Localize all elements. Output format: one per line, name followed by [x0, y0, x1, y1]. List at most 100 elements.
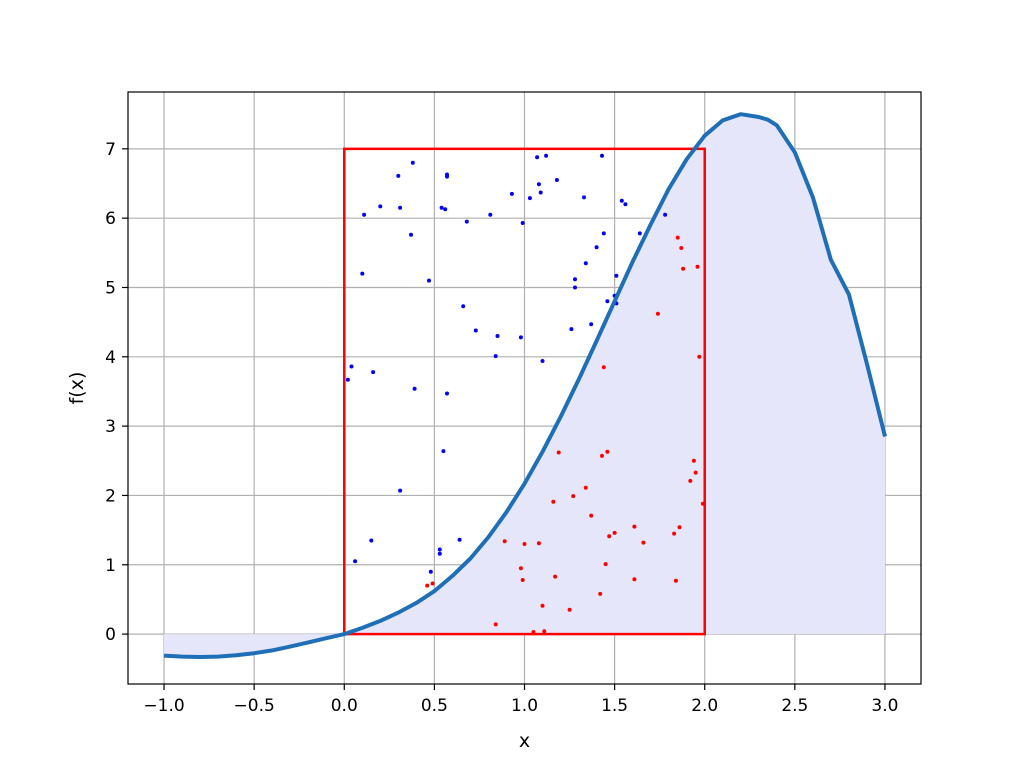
point-below: [632, 524, 637, 529]
point-above: [535, 155, 540, 160]
point-below: [520, 578, 525, 582]
x-axis-ticks: −1.0 −0.5 0.0 0.5 1.0 1.5 2.0 2.5 3.0: [143, 684, 898, 716]
point-below: [567, 607, 572, 612]
point-below: [673, 578, 678, 583]
point-above: [437, 551, 442, 556]
point-above: [428, 569, 433, 574]
point-above: [495, 334, 500, 338]
x-tick-label: 1.5: [601, 696, 628, 716]
x-tick-label: 2.0: [691, 696, 718, 716]
point-above: [369, 538, 374, 543]
x-tick-label: 0.5: [421, 696, 448, 716]
x-tick-label: −1.0: [143, 696, 184, 716]
point-below: [697, 354, 702, 359]
point-below: [605, 449, 610, 454]
point-below: [536, 541, 541, 546]
point-below: [632, 577, 637, 582]
point-above: [540, 359, 545, 363]
point-below: [551, 499, 556, 504]
point-above: [569, 327, 574, 332]
point-above: [619, 198, 624, 203]
point-below: [531, 630, 536, 634]
point-below: [522, 542, 527, 546]
points-above-curve: [345, 153, 668, 574]
x-tick-label: 1.0: [511, 696, 538, 716]
point-above: [353, 559, 358, 564]
point-above: [544, 153, 549, 158]
y-tick-label: 0: [105, 625, 116, 645]
point-below: [556, 450, 561, 455]
point-above: [441, 449, 446, 454]
point-above: [345, 377, 350, 382]
point-above: [349, 364, 354, 369]
y-axis-ticks: 0 1 2 3 4 5 6 7: [105, 140, 128, 645]
point-below: [607, 534, 612, 539]
point-below: [655, 311, 660, 316]
point-below: [589, 513, 594, 518]
point-above: [663, 212, 668, 217]
y-tick-label: 2: [105, 486, 116, 506]
point-below: [700, 501, 705, 506]
point-above: [527, 196, 532, 201]
point-below: [502, 539, 507, 544]
x-tick-label: 0.0: [331, 696, 358, 716]
point-above: [464, 219, 469, 224]
y-tick-label: 4: [105, 348, 116, 368]
point-above: [371, 370, 376, 375]
point-below: [691, 458, 696, 463]
point-above: [594, 245, 599, 250]
point-below: [672, 531, 677, 536]
point-above: [437, 547, 442, 552]
point-above: [520, 221, 525, 225]
point-below: [493, 622, 498, 627]
point-below: [600, 453, 604, 458]
point-above: [614, 273, 619, 278]
point-below: [598, 591, 603, 596]
point-below: [681, 266, 686, 271]
point-above: [573, 285, 577, 290]
point-below: [612, 530, 617, 535]
point-below: [675, 235, 680, 240]
point-above: [398, 488, 403, 493]
point-above: [412, 386, 417, 391]
point-above: [445, 172, 449, 177]
point-below: [693, 470, 698, 475]
point-above: [362, 212, 367, 217]
point-above: [600, 153, 604, 158]
point-below: [571, 494, 576, 499]
point-above: [378, 204, 383, 209]
point-below: [695, 264, 700, 269]
points-below-curve: [425, 235, 705, 634]
point-below: [430, 581, 435, 586]
point-above: [518, 335, 523, 340]
point-above: [439, 205, 444, 210]
point-above: [509, 191, 514, 196]
x-axis-label: x: [519, 730, 530, 752]
x-tick-label: −0.5: [234, 696, 275, 716]
point-above: [623, 202, 628, 207]
point-above: [536, 182, 541, 187]
point-above: [410, 160, 415, 165]
point-above: [360, 271, 365, 276]
y-axis-label: f(x): [66, 372, 88, 405]
point-above: [573, 277, 577, 282]
point-above: [589, 322, 594, 327]
point-above: [398, 205, 403, 210]
y-tick-label: 5: [105, 278, 116, 298]
point-above: [637, 231, 642, 236]
point-below: [518, 566, 523, 571]
point-above: [554, 178, 559, 182]
point-above: [443, 207, 448, 212]
point-below: [641, 540, 646, 545]
point-above: [538, 190, 543, 195]
point-below: [542, 629, 547, 634]
function-curve: [163, 112, 887, 659]
y-tick-label: 1: [105, 556, 116, 576]
point-below: [677, 525, 682, 530]
point-above: [583, 261, 588, 266]
point-above: [582, 195, 586, 200]
y-tick-label: 3: [105, 417, 116, 437]
x-tick-label: 2.5: [781, 696, 808, 716]
point-above: [409, 232, 413, 237]
sampling-box: [343, 147, 706, 636]
